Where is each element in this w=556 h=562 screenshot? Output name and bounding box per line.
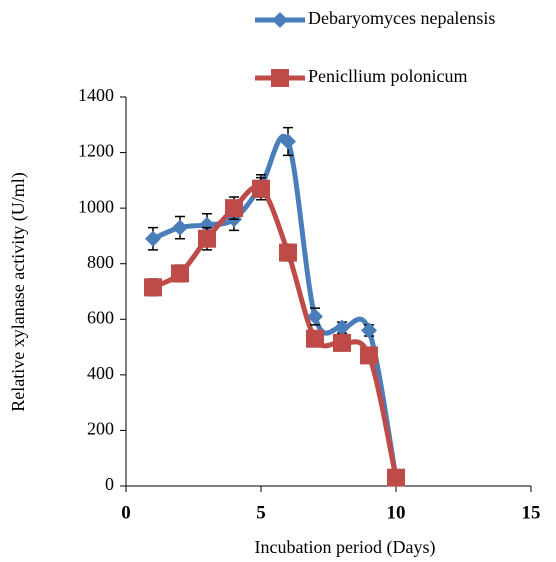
series-line: [151, 184, 399, 479]
y-axis-title: Relative xylanase activity (U/ml): [8, 172, 29, 411]
data-point: [279, 243, 297, 262]
data-point: [361, 322, 377, 339]
data-point: [387, 468, 405, 487]
y-tick-label: 0: [105, 474, 114, 494]
data-point: [171, 264, 189, 283]
y-tick-label: 1200: [78, 141, 114, 161]
data-point: [252, 179, 270, 198]
legend-label: Debaryomyces nepalensis: [308, 8, 495, 28]
legend-label: Penicllium polonicum: [308, 66, 468, 86]
legend-marker: [271, 69, 289, 87]
y-tick-label: 1000: [78, 196, 114, 216]
data-point: [280, 133, 296, 150]
data-point: [145, 230, 161, 247]
x-tick-label: 5: [256, 502, 266, 523]
series-line: [152, 133, 399, 479]
y-tick-label: 200: [87, 419, 114, 439]
data-point: [334, 319, 350, 336]
x-tick-label: 0: [121, 502, 131, 523]
data-point: [306, 329, 324, 348]
data-point: [333, 333, 351, 352]
data-point: [225, 199, 243, 218]
y-tick-label: 1400: [78, 85, 114, 105]
data-point: [198, 229, 216, 248]
data-point: [172, 219, 188, 236]
data-point: [360, 346, 378, 365]
x-tick-label: 10: [387, 502, 406, 523]
data-point: [307, 308, 323, 325]
y-tick-label: 400: [87, 363, 114, 383]
y-tick-label: 800: [87, 252, 114, 272]
y-tick-label: 600: [87, 307, 114, 327]
data-point: [199, 216, 215, 233]
x-axis-title: Incubation period (Days): [255, 537, 436, 558]
x-tick-label: 15: [522, 502, 541, 523]
legend-marker: [272, 12, 288, 28]
data-point: [144, 278, 162, 297]
